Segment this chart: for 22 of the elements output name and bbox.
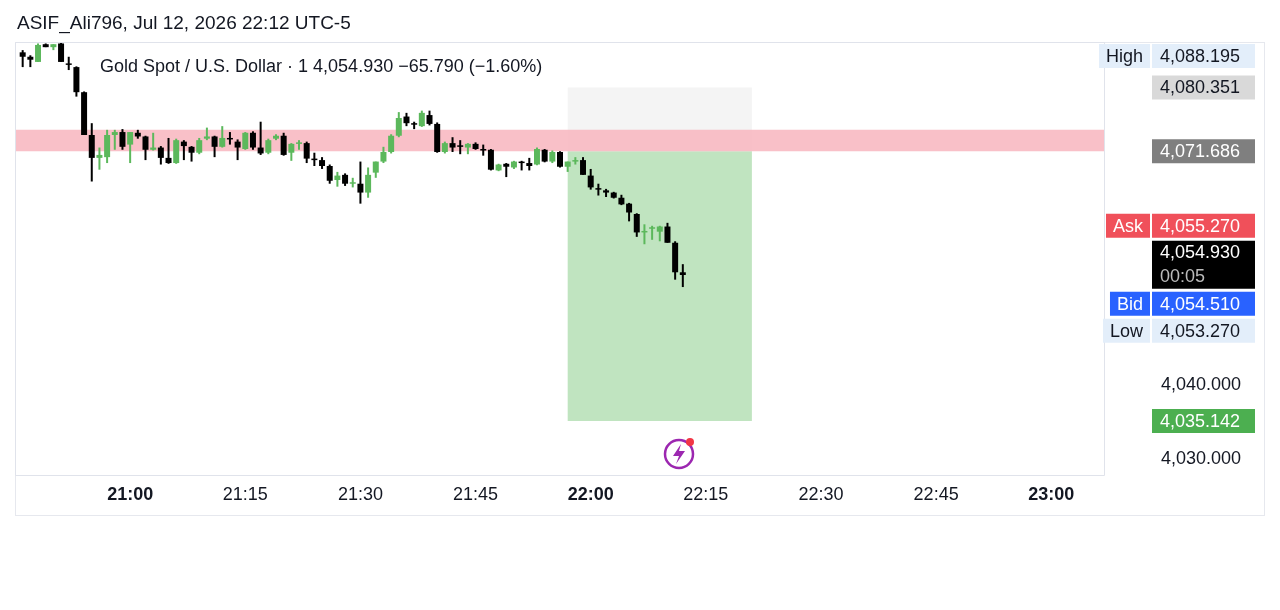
x-tick-label: 22:30 (798, 483, 844, 504)
y-tick-label: 4,030.000 (1161, 447, 1242, 468)
candlestick (150, 132, 157, 151)
x-tick-label: 22:00 (567, 483, 614, 504)
text: Bid 4,054.510 (1116, 293, 1241, 314)
y-tick-label: 4,040.000 (1161, 374, 1242, 395)
x-tick-label: 21:00 (107, 483, 154, 504)
x-tick-label: 22:45 (913, 483, 959, 504)
x-tick-label: 23:00 (1028, 483, 1075, 504)
text: Gold Spot / U.S. Dollar · 1 4,054.930 −65.790 (−1.60%) (100, 56, 543, 77)
chart-title: ASIF_Ali796, Jul 12, 2026 22:12 UTC-5 (17, 12, 351, 34)
x-tick-label: 21:30 (337, 483, 383, 504)
x-tick-label: 21:45 (453, 483, 499, 504)
text: 4,035.142 (1160, 411, 1241, 432)
text: Low 4,053.270 (1109, 320, 1241, 341)
text: 4,054.930 00:05 (1160, 241, 1241, 286)
x-tick-label: 21:15 (222, 483, 268, 504)
x-tick-label: 22:15 (683, 483, 729, 504)
text: Ask 4,055.270 (1112, 215, 1241, 236)
text: 4,071.686 (1160, 141, 1241, 162)
text: 4,080.351 (1160, 77, 1241, 98)
text: High 4,088.195 (1105, 45, 1241, 66)
